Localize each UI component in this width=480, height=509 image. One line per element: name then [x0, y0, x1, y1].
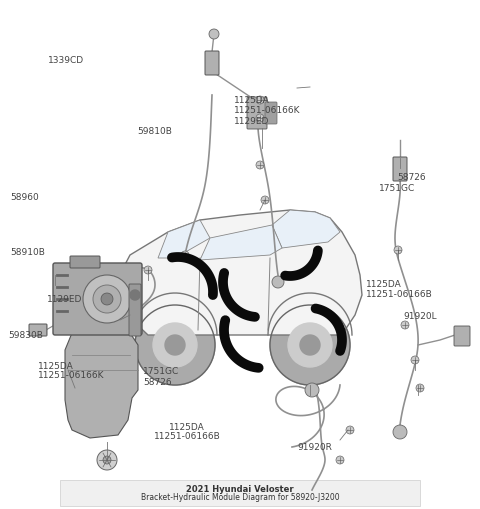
Text: 58910B: 58910B: [11, 248, 46, 257]
Text: 58726: 58726: [143, 378, 172, 387]
Circle shape: [130, 290, 140, 300]
Text: 2021 Hyundai Veloster: 2021 Hyundai Veloster: [186, 485, 294, 494]
FancyBboxPatch shape: [247, 97, 267, 129]
Circle shape: [272, 276, 284, 288]
Circle shape: [270, 305, 350, 385]
Circle shape: [394, 246, 402, 254]
Text: 58726: 58726: [397, 173, 426, 182]
Circle shape: [288, 323, 332, 367]
FancyBboxPatch shape: [60, 480, 420, 506]
Circle shape: [401, 321, 409, 329]
Polygon shape: [272, 210, 340, 248]
Circle shape: [97, 450, 117, 470]
FancyBboxPatch shape: [393, 157, 407, 181]
Circle shape: [135, 305, 215, 385]
Polygon shape: [118, 210, 362, 335]
Circle shape: [153, 323, 197, 367]
Circle shape: [256, 96, 264, 104]
Text: 58960: 58960: [11, 193, 39, 202]
Circle shape: [103, 456, 111, 464]
Circle shape: [411, 356, 419, 364]
Circle shape: [305, 383, 319, 397]
Text: 11251-06166B: 11251-06166B: [366, 290, 432, 299]
Text: 91920R: 91920R: [298, 443, 333, 453]
Circle shape: [181, 251, 189, 259]
Text: 59830B: 59830B: [9, 331, 44, 341]
Text: 91920L: 91920L: [403, 312, 437, 321]
Text: 11251-06166K: 11251-06166K: [38, 371, 105, 380]
Polygon shape: [65, 333, 138, 438]
Circle shape: [101, 293, 113, 305]
Text: 11251-06166K: 11251-06166K: [234, 106, 301, 116]
Text: 1751GC: 1751GC: [143, 367, 180, 376]
Text: 1339CD: 1339CD: [48, 55, 84, 65]
FancyBboxPatch shape: [53, 263, 142, 335]
FancyBboxPatch shape: [265, 102, 277, 124]
Circle shape: [393, 425, 407, 439]
Circle shape: [300, 335, 320, 355]
Text: 59810B: 59810B: [137, 127, 172, 136]
Circle shape: [346, 426, 354, 434]
Circle shape: [256, 161, 264, 169]
Circle shape: [416, 384, 424, 392]
Circle shape: [83, 275, 131, 323]
Circle shape: [209, 29, 219, 39]
Circle shape: [261, 196, 269, 204]
Text: Bracket-Hydraulic Module Diagram for 58920-J3200: Bracket-Hydraulic Module Diagram for 589…: [141, 494, 339, 502]
Text: 1125DA: 1125DA: [169, 423, 205, 432]
Circle shape: [256, 114, 264, 122]
FancyBboxPatch shape: [29, 324, 47, 336]
FancyBboxPatch shape: [70, 256, 100, 268]
Polygon shape: [200, 225, 282, 260]
Text: 1125DA: 1125DA: [234, 96, 270, 105]
Text: 11251-06166B: 11251-06166B: [154, 432, 221, 441]
Text: 1751GC: 1751GC: [379, 184, 416, 193]
Text: 1129ED: 1129ED: [234, 117, 270, 126]
Circle shape: [144, 266, 152, 274]
FancyBboxPatch shape: [129, 284, 141, 336]
Circle shape: [93, 285, 121, 313]
Circle shape: [165, 335, 185, 355]
FancyBboxPatch shape: [205, 51, 219, 75]
FancyBboxPatch shape: [454, 326, 470, 346]
Text: 1129ED: 1129ED: [47, 295, 83, 304]
Polygon shape: [158, 220, 210, 258]
Text: 1125DA: 1125DA: [366, 279, 401, 289]
Text: 1125DA: 1125DA: [38, 362, 74, 371]
Circle shape: [336, 456, 344, 464]
